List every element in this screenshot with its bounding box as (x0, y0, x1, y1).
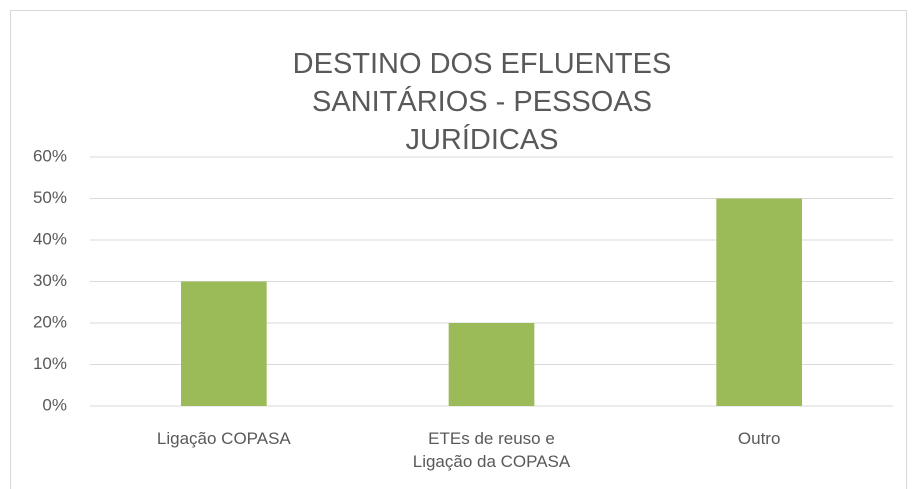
chart-border (10, 10, 907, 489)
chart-title: DESTINO DOS EFLUENTES SANITÁRIOS - PESSO… (292, 48, 672, 156)
y-tick-label: 0% (42, 395, 67, 414)
bar (716, 198, 802, 406)
bar (448, 323, 535, 406)
y-tick-label: 50% (33, 188, 67, 207)
y-tick-label: 60% (33, 146, 67, 165)
y-tick-label: 30% (33, 271, 67, 290)
y-tick-label: 20% (33, 312, 67, 331)
x-tick-label: Outro (737, 429, 781, 448)
bar (181, 281, 267, 406)
y-tick-label: 40% (33, 229, 67, 248)
x-tick-label: ETEs de reuso e Ligação da COPASA (412, 429, 571, 471)
x-tick-label: Ligação COPASA (156, 429, 291, 448)
y-tick-label: 10% (33, 354, 67, 373)
